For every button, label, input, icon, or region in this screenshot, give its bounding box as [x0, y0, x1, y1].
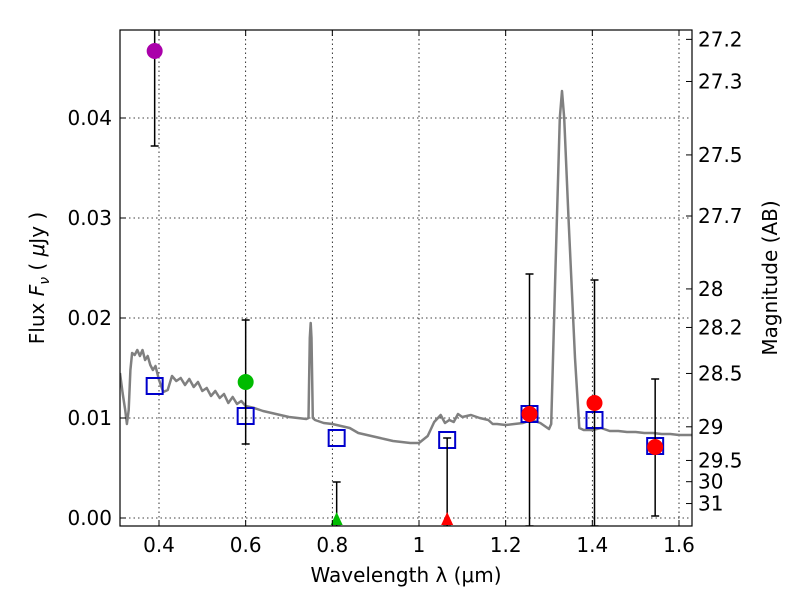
- mag-tick-label: 27.3: [698, 69, 743, 93]
- mag-tick-label: 31: [698, 492, 723, 516]
- model-flux-square: [145, 377, 164, 395]
- detection-point: [237, 374, 254, 390]
- y-tick-label: 0.02: [67, 306, 112, 330]
- detection-point: [146, 43, 163, 59]
- upper-limit-triangle: [441, 512, 454, 525]
- x-tick-label: 0.6: [230, 533, 262, 557]
- mag-tick-label: 28.5: [698, 361, 743, 385]
- upper-limit-triangle: [330, 512, 343, 525]
- detection-point: [586, 395, 603, 411]
- y-axis-title-right: Magnitude (AB): [758, 200, 782, 355]
- x-tick-label: 1.4: [576, 533, 608, 557]
- y-tick-label: 0.03: [67, 206, 112, 230]
- plot-area: [120, 30, 692, 526]
- y-tick-label: 0.01: [67, 406, 112, 430]
- mag-tick-label: 29: [698, 415, 723, 439]
- mag-tick-label: 27.5: [698, 143, 743, 167]
- detection-point: [521, 406, 538, 422]
- x-tick-label: 1.6: [663, 533, 695, 557]
- mag-tick-label: 28: [698, 277, 723, 301]
- x-tick-label: 0.8: [316, 533, 348, 557]
- plot-frame: [119, 29, 693, 527]
- detection-point: [647, 439, 664, 455]
- y-tick-label: 0.04: [67, 106, 112, 130]
- model-flux-square: [327, 429, 346, 447]
- axes: 0.4 0.6 0.8 1 1.2 1.4 1.6 0.00 0.01 0.02 0.03 0.04 2…: [67, 27, 742, 557]
- mag-tick-label: 27.2: [698, 27, 743, 51]
- y-tick-label: 0.00: [67, 506, 112, 530]
- x-tick-label: 0.4: [143, 533, 175, 557]
- x-tick-label: 1.2: [490, 533, 522, 557]
- x-tick-label: 1: [413, 533, 426, 557]
- x-axis-title: Wavelength λ (μm): [310, 563, 501, 587]
- plot-clip-group: [120, 30, 692, 526]
- grid: [120, 30, 692, 526]
- mag-tick-label: 29.5: [698, 448, 743, 472]
- mag-tick-label: 28.2: [698, 315, 743, 339]
- mag-tick-label: 30: [698, 470, 723, 494]
- mag-tick-label: 27.7: [698, 204, 743, 228]
